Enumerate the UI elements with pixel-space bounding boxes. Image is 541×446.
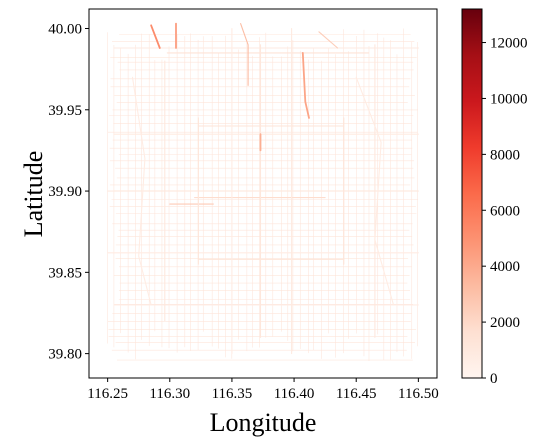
colorbar-frame xyxy=(461,8,483,379)
y-axis-label: Latitude xyxy=(19,151,48,238)
colorbar-tick-label: 2000 xyxy=(490,315,520,331)
road-segment xyxy=(318,31,339,49)
colorbar-tick-label: 0 xyxy=(490,371,498,387)
road-segment xyxy=(150,24,161,49)
map-plot-area xyxy=(88,8,438,379)
x-tick-label: 116.35 xyxy=(212,386,253,402)
x-tick-label: 116.40 xyxy=(274,386,315,402)
colorbar-tick-label: 4000 xyxy=(490,259,520,275)
y-tick-label: 39.85 xyxy=(48,265,82,281)
y-tick-label: 39.90 xyxy=(48,184,82,200)
x-tick-label: 116.25 xyxy=(87,386,128,402)
y-tick-label: 39.95 xyxy=(48,103,82,119)
plot-background xyxy=(89,9,437,378)
road-segment xyxy=(301,52,310,119)
y-tick-label: 39.80 xyxy=(48,347,82,363)
colorbar-gradient xyxy=(462,9,482,378)
road-segment xyxy=(240,23,249,86)
x-axis-label: Longitude xyxy=(210,408,317,437)
colorbar-tick-label: 8000 xyxy=(490,147,520,163)
x-axis-ticks: 116.25 116.30 116.35 116.40 116.45 116.50 xyxy=(87,378,439,402)
plot-frame xyxy=(88,8,438,379)
road-segments xyxy=(107,22,419,355)
colorbar-tick-label: 10000 xyxy=(490,91,528,107)
colorbar: 0 2000 4000 6000 8000 10000 12000 xyxy=(461,8,528,387)
x-tick-label: 116.30 xyxy=(149,386,190,402)
y-axis-ticks: 39.80 39.85 39.90 39.95 40.00 xyxy=(48,22,89,363)
colorbar-tick-label: 12000 xyxy=(490,36,528,52)
colorbar-tick-label: 6000 xyxy=(490,203,520,219)
x-tick-label: 116.45 xyxy=(336,386,377,402)
road-segment xyxy=(355,76,395,306)
colorbar-ticks: 0 2000 4000 6000 8000 10000 12000 xyxy=(482,36,528,387)
y-tick-label: 40.00 xyxy=(48,22,82,38)
x-tick-label: 116.50 xyxy=(398,386,439,402)
road-segment xyxy=(131,76,152,306)
